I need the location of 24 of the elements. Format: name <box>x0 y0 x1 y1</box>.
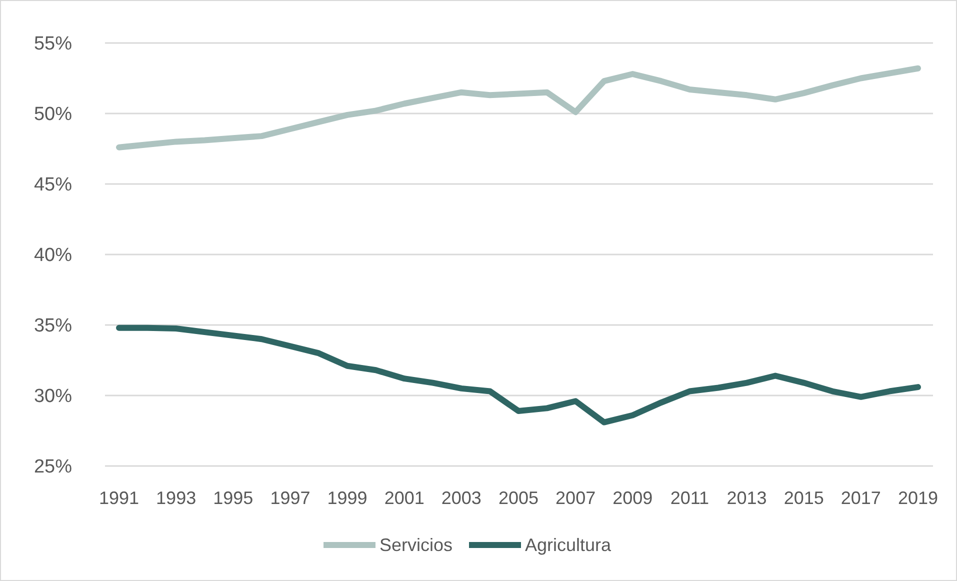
x-tick-label: 2007 <box>556 488 596 508</box>
x-tick-label: 1999 <box>327 488 368 508</box>
y-tick-label: 30% <box>34 386 72 408</box>
y-tick-label: 50% <box>34 104 72 126</box>
y-tick-label: 25% <box>34 456 72 478</box>
x-tick-label: 1993 <box>156 488 196 508</box>
x-tick-label: 2017 <box>840 488 881 508</box>
x-tick-label: 1995 <box>213 488 254 508</box>
x-tick-label: 1991 <box>98 488 140 508</box>
x-tick-label: 2009 <box>612 488 653 508</box>
x-tick-label: 2013 <box>726 488 767 508</box>
y-tick-label: 35% <box>34 316 72 337</box>
x-tick-label: 2019 <box>898 488 938 508</box>
y-tick-label: 45% <box>34 174 72 196</box>
legend-label: Agricultura <box>525 535 612 555</box>
y-tick-label: 55% <box>34 34 72 55</box>
legend-label: Servicios <box>380 535 453 555</box>
y-tick-label: 40% <box>34 245 72 266</box>
x-tick-label: 2003 <box>441 488 482 508</box>
x-tick-label: 2015 <box>784 488 824 508</box>
x-tick-label: 2001 <box>384 488 424 508</box>
x-tick-label: 2011 <box>670 488 710 508</box>
x-tick-label: 2005 <box>498 488 539 508</box>
x-tick-label: 1997 <box>270 488 310 508</box>
